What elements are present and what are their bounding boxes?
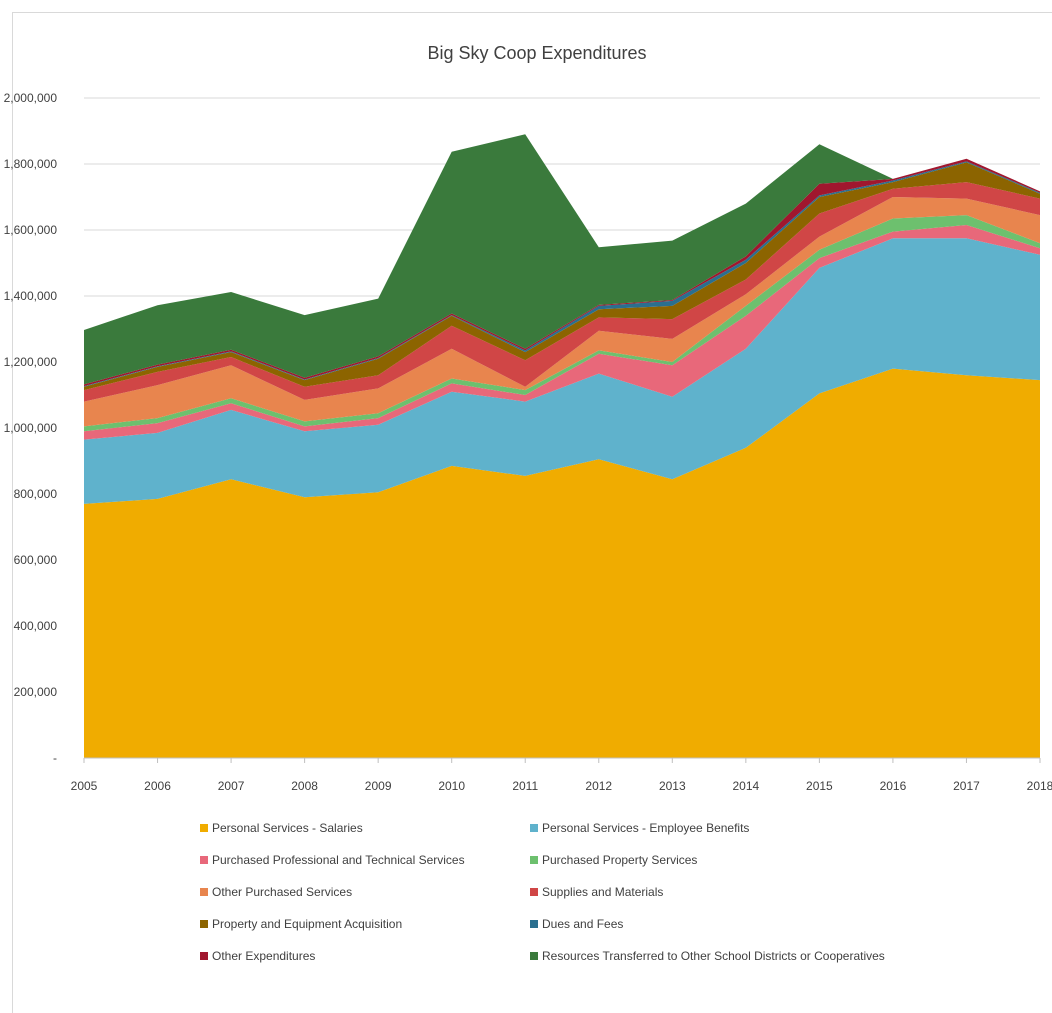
x-tick-label: 2009	[365, 779, 392, 793]
y-tick-label: 1,200,000	[4, 355, 58, 369]
legend-item: Dues and Fees	[530, 914, 930, 934]
axes: - 200,000 400,000 600,000 800,000 1,000,000 1,…	[4, 91, 1052, 793]
y-tick-label: 400,000	[14, 619, 58, 633]
legend-item: Personal Services - Salaries	[200, 818, 530, 838]
y-tick-label: 1,000,000	[4, 421, 58, 435]
legend-item: Property and Equipment Acquisition	[200, 914, 530, 934]
legend-label: Dues and Fees	[542, 917, 624, 931]
area-series	[84, 162, 1040, 391]
legend-swatch	[200, 920, 208, 928]
area-series	[84, 134, 1040, 385]
y-tick-label: 1,400,000	[4, 289, 58, 303]
y-tick-label: 600,000	[14, 553, 58, 567]
x-tick-label: 2007	[218, 779, 245, 793]
legend-swatch	[200, 952, 208, 960]
x-tick-label: 2008	[291, 779, 318, 793]
legend-swatch	[200, 888, 208, 896]
legend-label: Personal Services - Employee Benefits	[542, 821, 750, 835]
legend-label: Purchased Professional and Technical Ser…	[212, 853, 465, 867]
legend-label: Other Expenditures	[212, 949, 316, 963]
legend-swatch	[530, 952, 538, 960]
y-tick-label: 1,600,000	[4, 223, 58, 237]
legend-swatch	[530, 920, 538, 928]
x-tick-label: 2014	[732, 779, 759, 793]
x-tick-label: 2011	[512, 779, 538, 793]
legend-item: Purchased Property Services	[530, 850, 930, 870]
x-tick-label: 2006	[144, 779, 171, 793]
x-tick-label: 2015	[806, 779, 833, 793]
chart-frame	[12, 12, 1052, 1013]
y-tick-label: 200,000	[14, 685, 58, 699]
area-series	[84, 225, 1040, 440]
area-series	[84, 238, 1040, 504]
y-tick-label: 1,800,000	[4, 157, 58, 171]
legend-swatch	[530, 824, 538, 832]
x-tick-label: 2005	[71, 779, 98, 793]
legend-swatch	[200, 824, 208, 832]
legend-swatch	[530, 888, 538, 896]
x-tick-label: 2010	[438, 779, 465, 793]
legend-item: Purchased Professional and Technical Ser…	[200, 850, 530, 870]
legend: Personal Services - Salaries Personal Ser…	[200, 818, 960, 966]
legend-item: Supplies and Materials	[530, 882, 930, 902]
plot-area	[84, 134, 1040, 758]
x-tick-label: 2018	[1027, 779, 1052, 793]
area-series	[84, 182, 1040, 402]
legend-item: Resources Transferred to Other School Di…	[530, 946, 930, 966]
area-series	[84, 368, 1040, 758]
area-series	[84, 215, 1040, 432]
legend-item: Other Purchased Services	[200, 882, 530, 902]
x-tick-label: 2012	[585, 779, 612, 793]
legend-label: Personal Services - Salaries	[212, 821, 363, 835]
legend-swatch	[200, 856, 208, 864]
legend-label: Property and Equipment Acquisition	[212, 917, 403, 931]
x-tick-label: 2016	[880, 779, 907, 793]
legend-item: Personal Services - Employee Benefits	[530, 818, 930, 838]
legend-swatch	[530, 856, 538, 864]
x-tick-label: 2017	[953, 779, 980, 793]
area-series	[84, 197, 1040, 427]
legend-label: Supplies and Materials	[542, 885, 664, 899]
legend-label: Purchased Property Services	[542, 853, 698, 867]
legend-item: Other Expenditures	[200, 946, 530, 966]
legend-label: Resources Transferred to Other School Di…	[542, 949, 885, 963]
chart-title: Big Sky Coop Expenditures	[427, 43, 646, 63]
y-tick-label: 2,000,000	[4, 91, 58, 105]
y-tick-label: -	[53, 751, 57, 765]
x-tick-label: 2013	[659, 779, 686, 793]
legend-label: Other Purchased Services	[212, 885, 353, 899]
y-tick-label: 800,000	[14, 487, 58, 501]
